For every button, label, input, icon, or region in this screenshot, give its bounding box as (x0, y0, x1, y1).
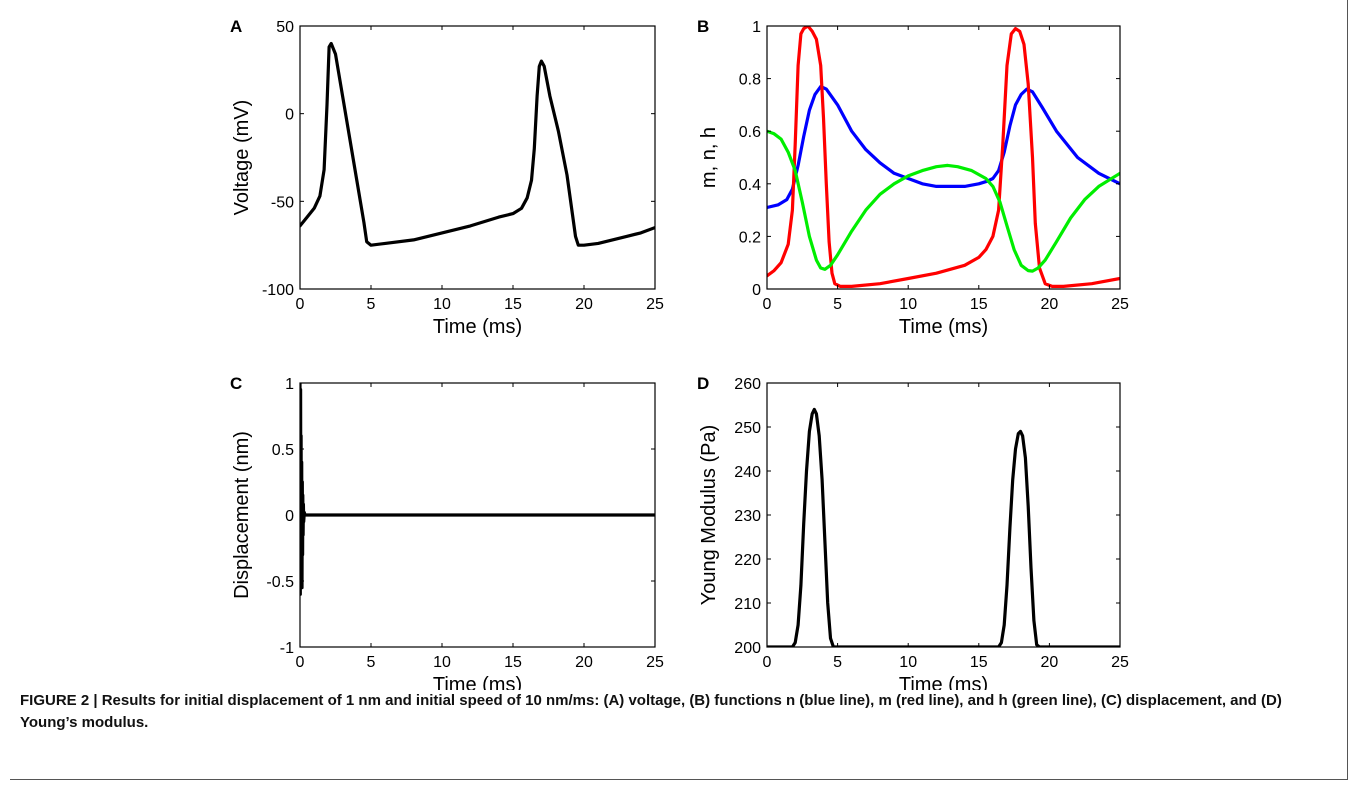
y-tick-label: 210 (734, 596, 761, 613)
y-tick-label: -50 (271, 194, 294, 211)
series-line-c-0 (300, 383, 655, 596)
panel-letter: B (697, 17, 709, 36)
x-tick-label: 20 (1041, 654, 1059, 671)
y-tick-label: -1 (280, 640, 294, 657)
x-tick-label: 5 (367, 296, 376, 313)
x-tick-label: 20 (575, 296, 593, 313)
x-axis-label: Time (ms) (433, 674, 522, 690)
panel-d: 0 5 10 15 20 25 200 210 220 230 240 250 260 Time (ms)… (697, 374, 1129, 690)
series-line-a-0 (300, 41, 655, 247)
y-tick-label: 0 (285, 107, 294, 124)
x-tick-label: 10 (433, 296, 451, 313)
y-tick-label: -0.5 (266, 574, 294, 591)
y-tick-label: 260 (734, 376, 761, 393)
panel-letter: A (230, 17, 242, 36)
y-axis-label: Young Modulus (Pa) (698, 425, 720, 606)
x-tick-label: 25 (646, 296, 664, 313)
panel-letter: C (230, 374, 242, 393)
y-tick-label: 0 (285, 508, 294, 525)
plot-box (766, 382, 1121, 648)
x-axis-label: Time (ms) (899, 316, 988, 338)
x-tick-label: 10 (433, 654, 451, 671)
y-tick-label: -100 (262, 282, 294, 299)
x-tick-label: 25 (1111, 654, 1129, 671)
x-tick-label: 5 (367, 654, 376, 671)
series-line-b-2 (767, 129, 1120, 273)
x-tick-label: 0 (763, 296, 772, 313)
x-axis-label: Time (ms) (433, 316, 522, 338)
x-tick-label: 20 (1041, 296, 1059, 313)
y-tick-label: 0.4 (739, 177, 761, 194)
x-tick-label: 15 (504, 296, 522, 313)
x-axis-label: Time (ms) (899, 674, 988, 690)
x-tick-label: 25 (646, 654, 664, 671)
x-tick-label: 15 (970, 654, 988, 671)
y-tick-label: 250 (734, 420, 761, 437)
x-tick-label: 10 (899, 296, 917, 313)
x-tick-label: 15 (970, 296, 988, 313)
y-axis-label: m, n, h (698, 127, 720, 188)
x-tick-label: 20 (575, 654, 593, 671)
x-tick-label: 25 (1111, 296, 1129, 313)
y-tick-label: 200 (734, 640, 761, 657)
series-line-d-0 (767, 407, 1120, 647)
y-axis-label: Voltage (mV) (231, 100, 253, 216)
series-line-b-0 (767, 84, 1120, 210)
x-tick-label: 0 (296, 296, 305, 313)
x-tick-label: 5 (833, 296, 842, 313)
x-tick-label: 0 (296, 654, 305, 671)
x-tick-label: 0 (763, 654, 772, 671)
figure-frame (10, 0, 1348, 780)
figure-caption: FIGURE 2 | Results for initial displacem… (20, 692, 1282, 731)
plot-box (299, 25, 656, 290)
x-tick-label: 5 (833, 654, 842, 671)
panel-letter: D (697, 374, 709, 393)
y-tick-label: 0 (752, 282, 761, 299)
y-tick-label: 0.6 (739, 124, 761, 141)
y-tick-label: 220 (734, 552, 761, 569)
y-tick-label: 1 (285, 376, 294, 393)
panel-b: 0 5 10 15 20 25 0 0.2 0.4 0.6 0.8 1 Time (ms) m, n, h… (697, 17, 1129, 338)
panel-c: 0 5 10 15 20 25 -1 -0.5 0 0.5 1 Time (ms) Displaceme… (230, 374, 664, 690)
panel-a: 0 5 10 15 20 25 -100 -50 0 50 Time (ms) Voltage (mV… (230, 17, 664, 338)
y-tick-label: 0.2 (739, 229, 761, 246)
y-tick-label: 230 (734, 508, 761, 525)
y-tick-label: 1 (752, 19, 761, 36)
y-tick-label: 0.5 (272, 442, 294, 459)
plot-box (766, 25, 1121, 290)
y-tick-label: 50 (276, 19, 294, 36)
y-tick-label: 240 (734, 464, 761, 481)
x-tick-label: 15 (504, 654, 522, 671)
y-tick-label: 0.8 (739, 72, 761, 89)
y-axis-label: Displacement (nm) (231, 431, 253, 599)
x-tick-label: 10 (899, 654, 917, 671)
series-line-b-1 (767, 26, 1120, 288)
